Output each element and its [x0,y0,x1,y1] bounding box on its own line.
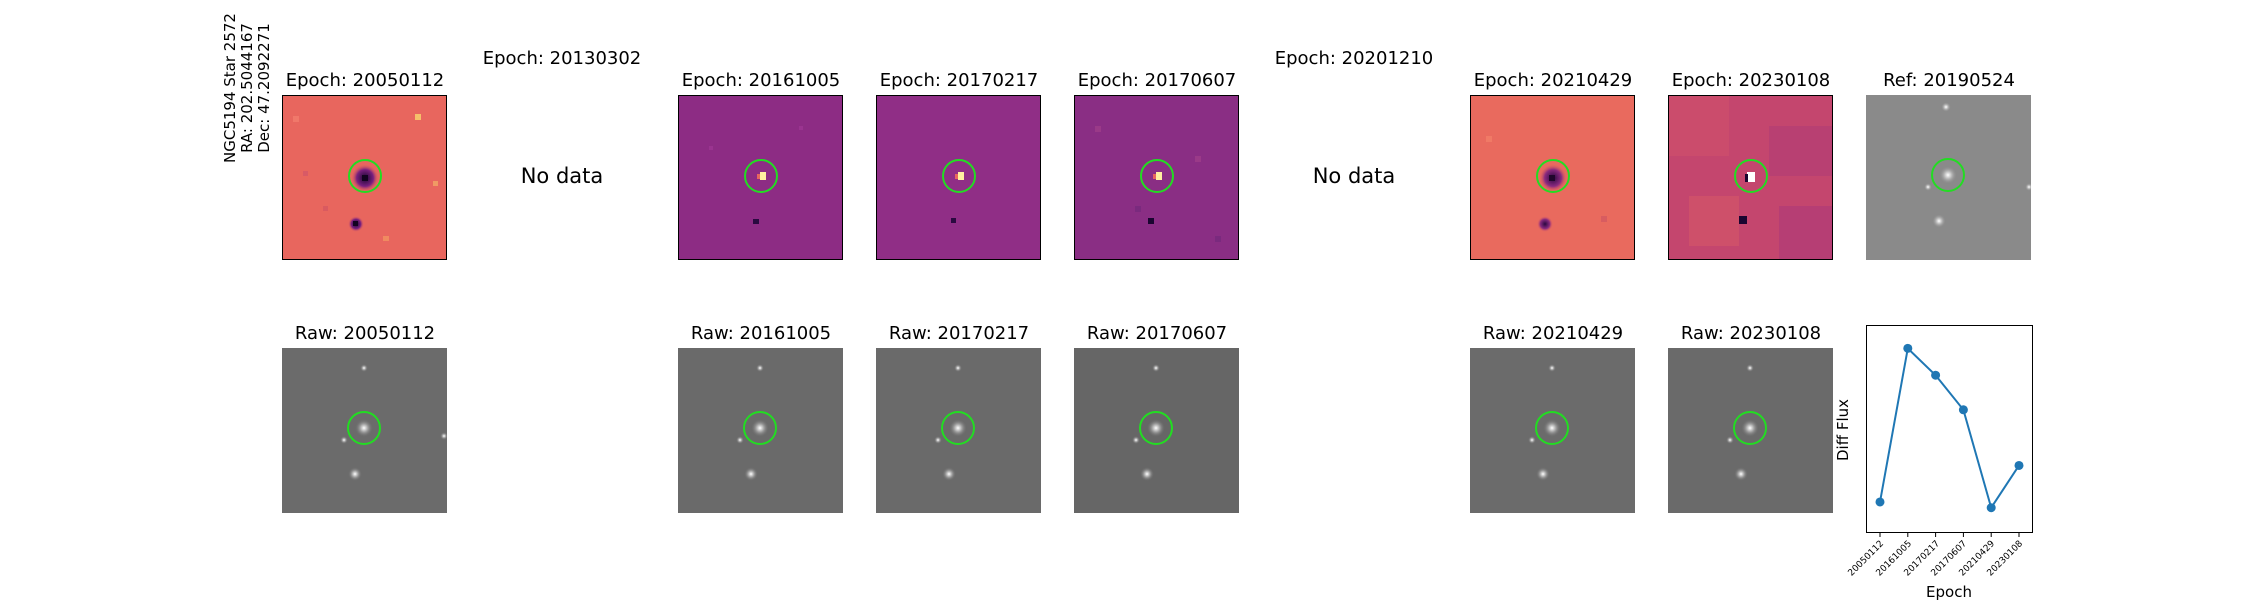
raw-title-5: Raw: 20210429 [1482,323,1624,344]
diff-title-5: Epoch: 20170607 [1077,70,1237,91]
diff-image-5 [1074,95,1239,260]
ref-image [1866,95,2031,260]
no-data-text-1: No data [520,164,604,188]
raw-image-6 [1668,348,1833,513]
lightcurve-point [1875,497,1885,507]
diff-title-8: Epoch: 20230108 [1671,70,1831,91]
diff-title-2: Epoch: 20130302 [482,48,642,69]
diff-title-3: Epoch: 20161005 [681,70,841,91]
lightcurve-ylabel: Diff Flux [1834,399,1852,461]
lightcurve-line [1879,346,2020,511]
raw-title-2: Raw: 20161005 [690,323,832,344]
target-name: NGC5194 Star 2572 [221,13,239,163]
diff-title-7: Epoch: 20210429 [1473,70,1633,91]
lightcurve-point [1931,370,1941,380]
raw-image-2 [678,348,843,513]
lightcurve-plot [1866,325,2033,537]
diff-image-8 [1668,95,1833,260]
raw-title-6: Raw: 20230108 [1680,323,1822,344]
raw-image-4 [1074,348,1239,513]
lightcurve-xlabel: Epoch [1926,583,1972,601]
lightcurve-point [2014,460,2024,470]
ref-title: Ref: 20190524 [1883,70,2015,91]
target-ra: RA: 202.5044167 [238,23,256,153]
raw-image-1 [282,348,447,513]
diff-image-4 [876,95,1041,260]
raw-image-3 [876,348,1041,513]
lightcurve-svg [1875,343,2024,537]
lightcurve-point [1958,405,1968,415]
diff-image-3 [678,95,843,260]
diff-image-7 [1470,95,1635,260]
raw-title-3: Raw: 20170217 [888,323,1030,344]
lightcurve-point [1986,503,1996,513]
lightcurve-point [1903,343,1913,353]
target-dec: Dec: 47.2092271 [255,23,273,153]
raw-title-4: Raw: 20170607 [1086,323,1228,344]
raw-image-5 [1470,348,1635,513]
diff-title-4: Epoch: 20170217 [879,70,1039,91]
raw-title-1: Raw: 20050112 [294,323,436,344]
diff-image-1 [282,95,447,260]
diff-title-1: Epoch: 20050112 [285,70,445,91]
target-info-label: NGC5194 Star 2572 RA: 202.5044167 Dec: 4… [221,8,273,168]
no-data-text-2: No data [1312,164,1396,188]
diff-title-6: Epoch: 20201210 [1274,48,1434,69]
